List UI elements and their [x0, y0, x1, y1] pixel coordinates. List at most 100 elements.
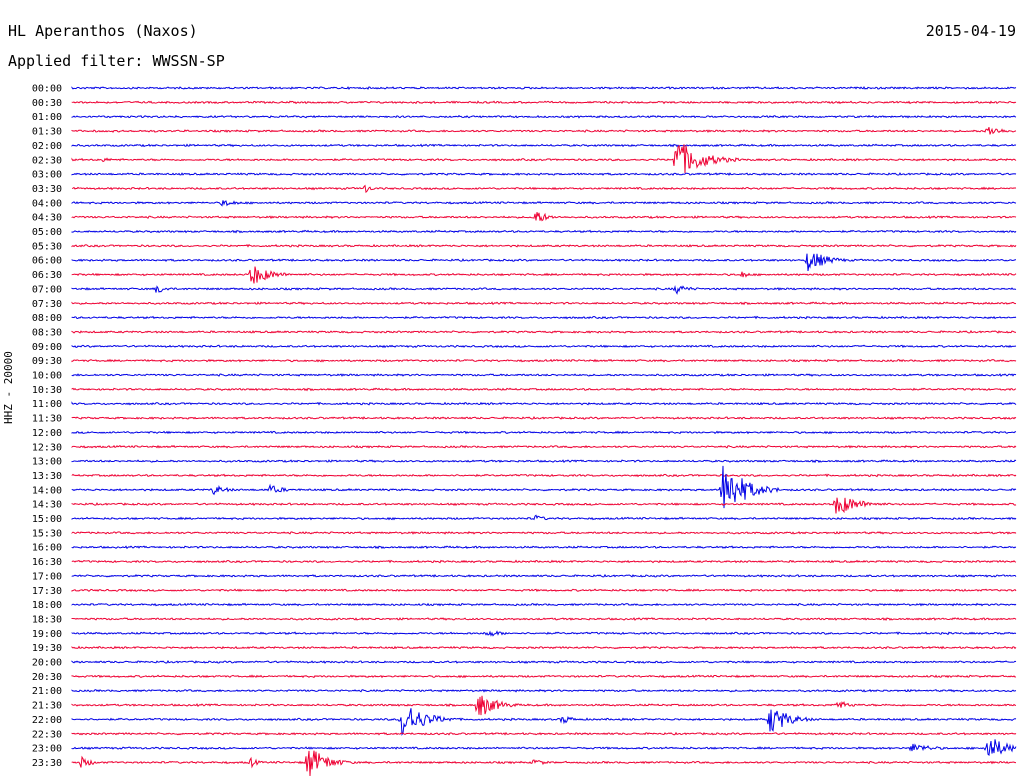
- time-tick-label: 22:00: [32, 715, 62, 726]
- time-tick-label: 06:00: [32, 256, 62, 267]
- time-tick-label: 02:00: [32, 141, 62, 152]
- time-tick-label: 20:30: [32, 672, 62, 683]
- time-tick-label: 22:30: [32, 729, 62, 740]
- trace-row-1100: [71, 401, 1017, 406]
- time-tick-label: 23:00: [32, 744, 62, 755]
- trace-row-1900: [71, 630, 1017, 637]
- trace-row-0600: [71, 253, 1017, 272]
- time-tick-label: 07:00: [32, 284, 62, 295]
- trace-row-1400: [71, 465, 1017, 509]
- trace-row-0330: [71, 184, 1017, 194]
- time-tick-label: 20:00: [32, 658, 62, 669]
- time-tick-label: 07:30: [32, 299, 62, 310]
- trace-row-2200: [71, 708, 1017, 736]
- trace-row-0030: [71, 100, 1017, 105]
- trace-row-0530: [71, 243, 1017, 248]
- trace-row-0430: [71, 212, 1017, 222]
- trace-row-0000: [71, 86, 1017, 90]
- trace-row-1500: [71, 514, 1017, 521]
- time-tick-label: 03:30: [32, 184, 62, 195]
- trace-row-0400: [71, 200, 1017, 207]
- trace-row-1700: [71, 573, 1017, 578]
- time-tick-label: 06:30: [32, 270, 62, 281]
- time-tick-label: 13:00: [32, 457, 62, 468]
- trace-row-0830: [71, 329, 1017, 334]
- trace-row-2230: [71, 731, 1017, 736]
- trace-row-1200: [71, 430, 1017, 435]
- time-tick-label: 12:00: [32, 428, 62, 439]
- time-tick-label: 23:30: [32, 758, 62, 769]
- trace-row-2030: [71, 674, 1017, 679]
- time-tick-label: 16:00: [32, 543, 62, 554]
- trace-row-0630: [71, 266, 1017, 284]
- trace-row-1230: [71, 444, 1017, 449]
- trace-row-0130: [71, 127, 1017, 135]
- trace-row-0300: [71, 172, 1017, 176]
- time-tick-label: 14:00: [32, 485, 62, 496]
- time-tick-label: 08:30: [32, 327, 62, 338]
- time-tick-label: 03:00: [32, 170, 62, 181]
- trace-row-1730: [71, 588, 1017, 593]
- time-tick-label: 14:30: [32, 500, 62, 511]
- trace-row-0200: [71, 143, 1017, 148]
- time-tick-label: 16:30: [32, 557, 62, 568]
- time-tick-label: 12:30: [32, 442, 62, 453]
- time-tick-label: 10:00: [32, 371, 62, 382]
- time-tick-label: 10:30: [32, 385, 62, 396]
- trace-row-0700: [71, 284, 1017, 295]
- trace-row-2330: [71, 750, 1016, 776]
- time-tick-label: 17:00: [32, 571, 62, 582]
- time-tick-label: 00:30: [32, 98, 62, 109]
- time-tick-label: 05:30: [32, 241, 62, 252]
- time-tick-label: 21:00: [32, 686, 62, 697]
- trace-row-1830: [71, 617, 1017, 621]
- trace-row-1630: [71, 559, 1017, 564]
- time-tick-label: 02:30: [32, 155, 62, 166]
- trace-row-1430: [71, 497, 1017, 514]
- trace-row-1300: [71, 459, 1017, 464]
- trace-row-2300: [71, 739, 1017, 756]
- time-tick-label: 15:00: [32, 514, 62, 525]
- filter-label: Applied filter: WWSSN-SP: [8, 52, 225, 70]
- trace-row-1330: [71, 473, 1017, 478]
- trace-row-2130: [71, 695, 1017, 716]
- time-tick-label: 19:30: [32, 643, 62, 654]
- time-tick-label: 09:00: [32, 342, 62, 353]
- time-tick-label: 01:00: [32, 112, 62, 123]
- time-tick-label: 11:30: [32, 414, 62, 425]
- date-label: 2015-04-19: [925, 22, 1016, 40]
- trace-row-1000: [71, 373, 1017, 377]
- trace-row-1600: [71, 545, 1017, 550]
- time-tick-label: 15:30: [32, 528, 62, 539]
- time-tick-label: 04:00: [32, 198, 62, 209]
- trace-row-1030: [71, 387, 1017, 392]
- trace-row-0900: [71, 344, 1017, 349]
- time-tick-label: 05:00: [32, 227, 62, 238]
- trace-row-0100: [71, 114, 1017, 119]
- time-tick-label: 21:30: [32, 701, 62, 712]
- trace-row-2100: [71, 688, 1017, 693]
- time-tick-label: 19:00: [32, 629, 62, 640]
- time-tick-label: 13:30: [32, 471, 62, 482]
- trace-row-1530: [71, 530, 1017, 535]
- trace-row-0930: [71, 358, 1017, 363]
- time-tick-label: 09:30: [32, 356, 62, 367]
- time-tick-label: 08:00: [32, 313, 62, 324]
- trace-row-0500: [71, 229, 1017, 234]
- trace-row-2000: [71, 659, 1017, 664]
- trace-row-0730: [71, 301, 1017, 306]
- station-title: HL Aperanthos (Naxos): [8, 22, 198, 40]
- time-tick-label: 18:00: [32, 600, 62, 611]
- trace-row-1130: [71, 416, 1017, 420]
- trace-row-0800: [71, 315, 1017, 320]
- time-tick-label: 01:30: [32, 127, 62, 138]
- time-tick-label: 18:30: [32, 614, 62, 625]
- trace-row-1930: [71, 645, 1017, 650]
- trace-row-0230: [71, 144, 1017, 174]
- time-tick-label: 00:00: [32, 84, 62, 95]
- time-tick-label: 04:30: [32, 213, 62, 224]
- time-tick-label: 11:00: [32, 399, 62, 410]
- trace-row-1800: [71, 602, 1017, 607]
- time-tick-label: 17:30: [32, 586, 62, 597]
